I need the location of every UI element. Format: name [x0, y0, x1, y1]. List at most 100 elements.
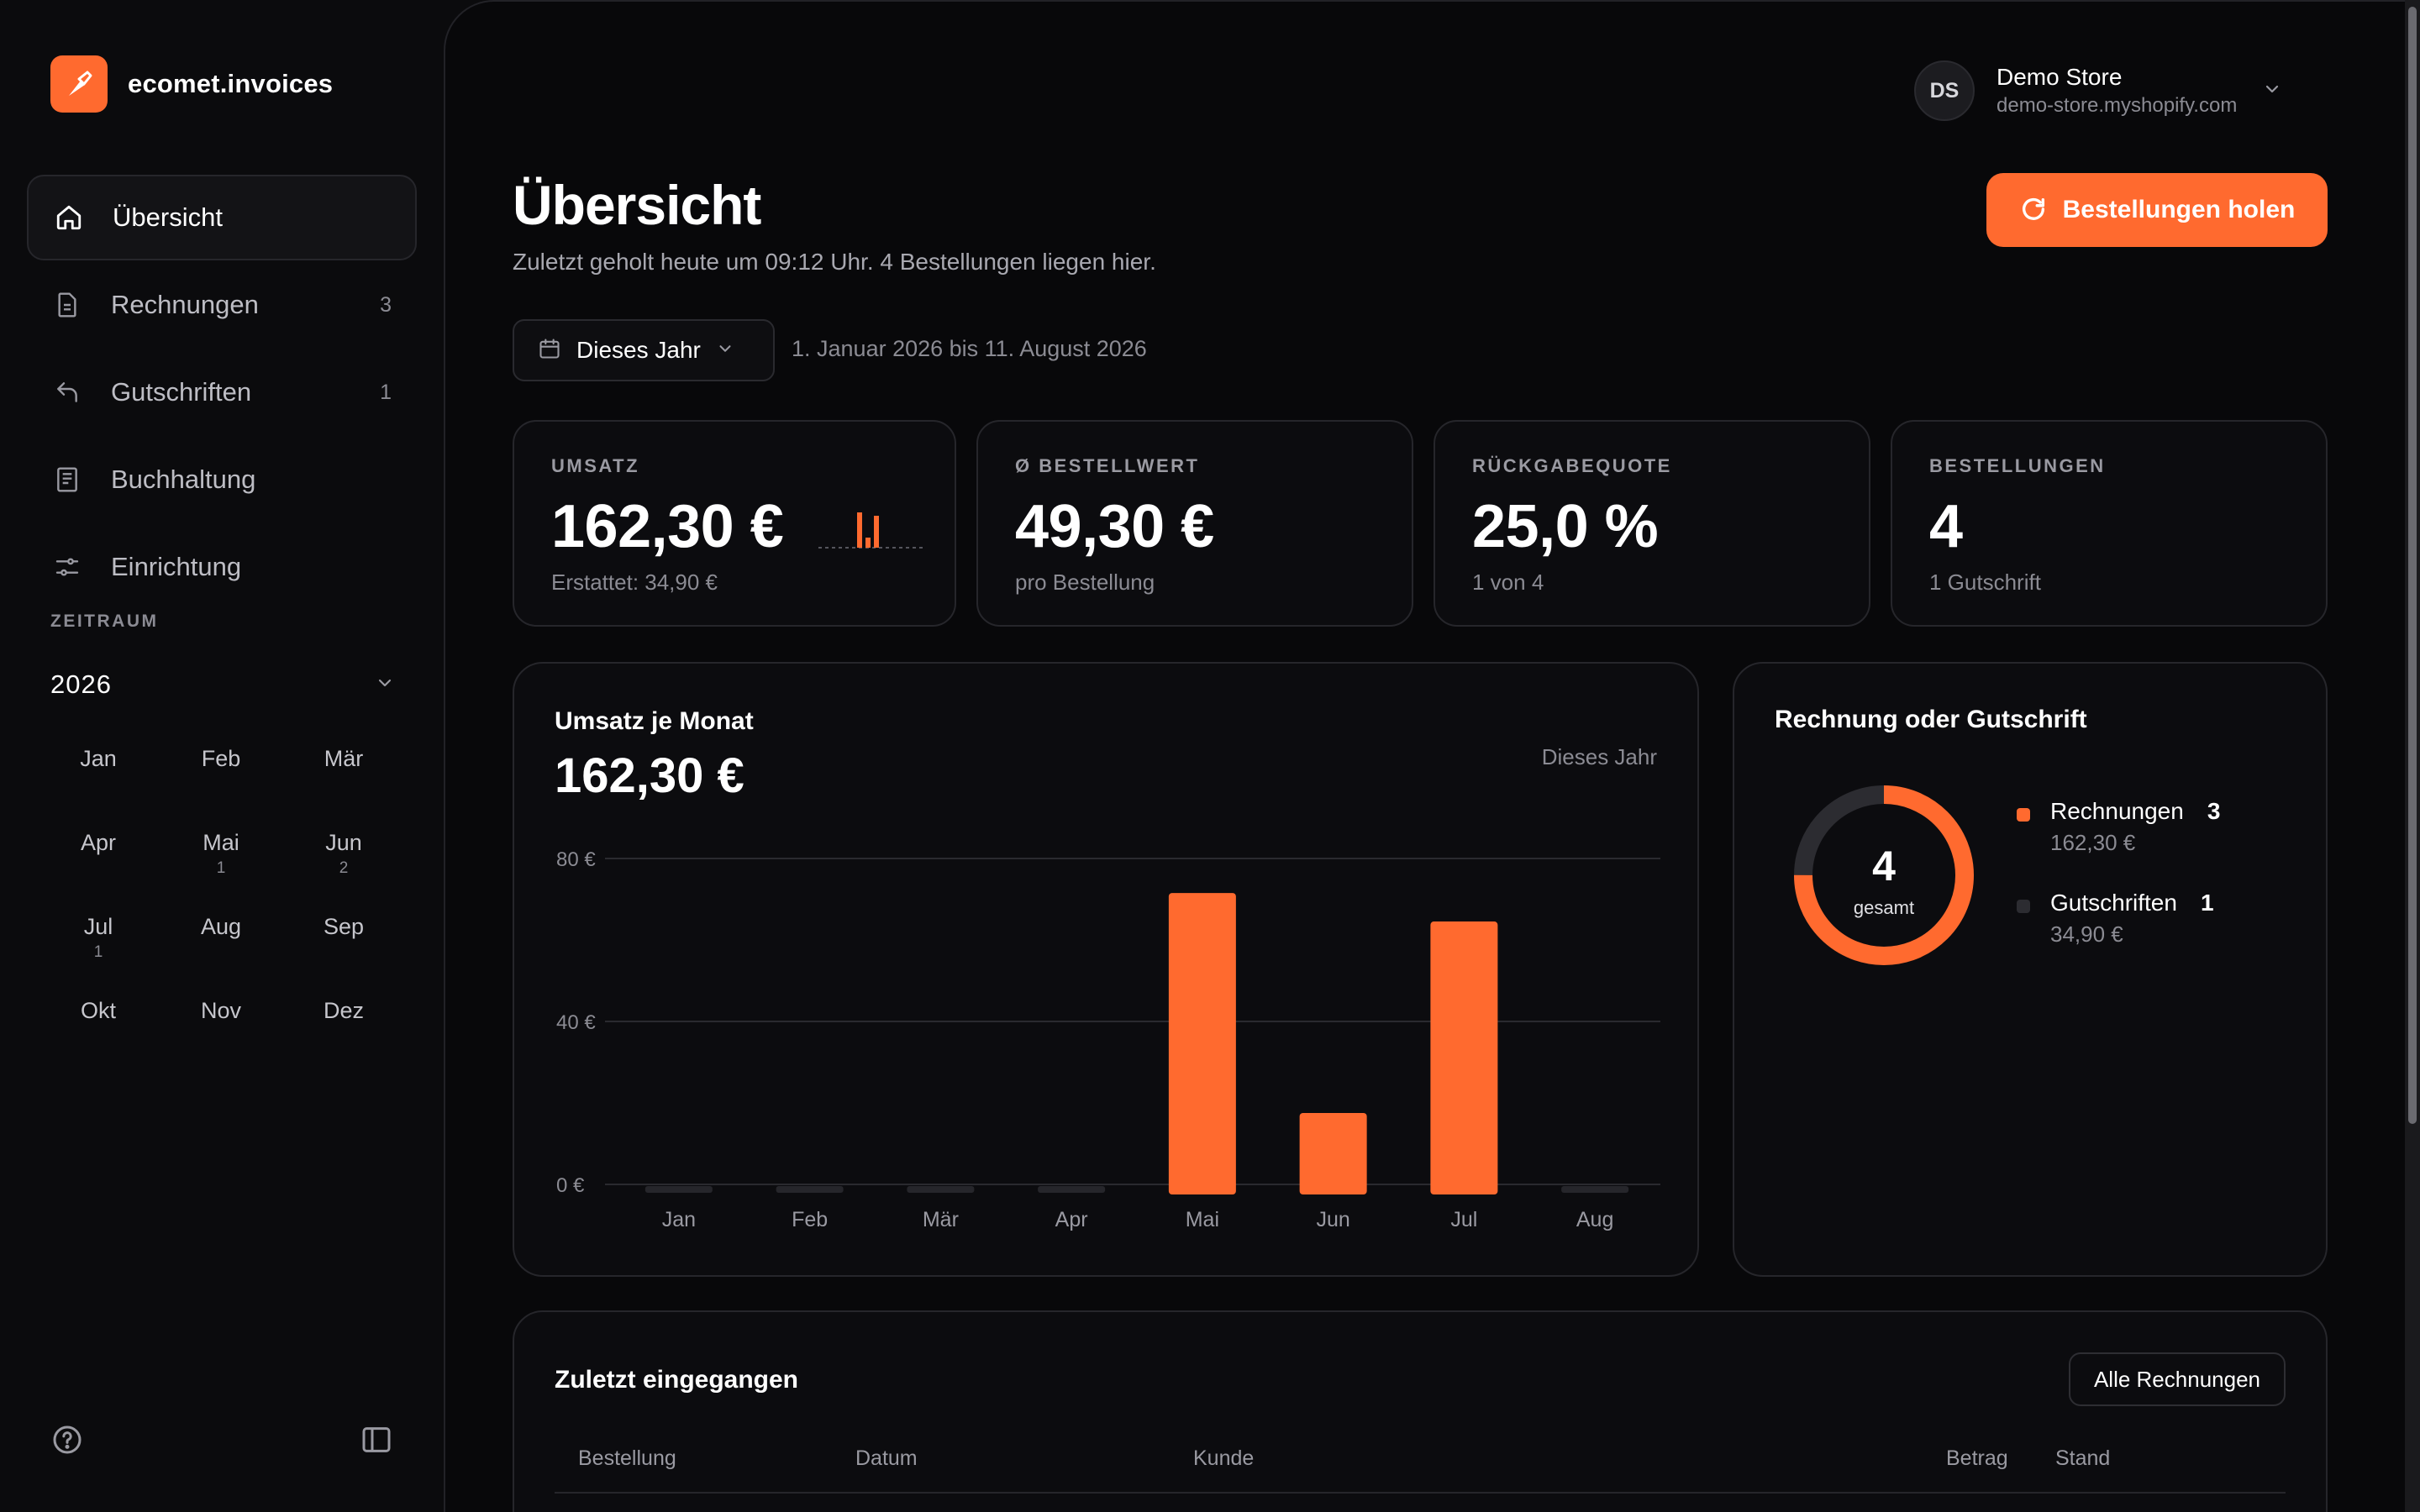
sidebar-item-rechnungen[interactable]: Rechnungen 3	[27, 262, 417, 348]
all-invoices-label: Alle Rechnungen	[2093, 1366, 2260, 1392]
month-apr[interactable]: Apr	[37, 813, 160, 897]
split-legend: Rechnungen 3 162,30 € Gutschriften 1 34,90…	[2017, 798, 2220, 981]
y-tick-label: 80 €	[556, 848, 596, 871]
calendar-icon	[538, 337, 561, 365]
year-select[interactable]: 2026	[50, 664, 395, 706]
kpi-value: 49,30 €	[1015, 493, 1214, 560]
sparkline-bar	[865, 538, 871, 548]
x-tick-label: Aug	[1576, 1208, 1613, 1231]
sidebar-item-label: Übersicht	[113, 202, 223, 232]
month-grid: Jan Feb Mär Apr Mai 1 Jun 2 Jul 1 Aug Sep O…	[37, 729, 407, 1065]
kpi-value: 4	[1929, 493, 1963, 560]
month-mai[interactable]: Mai 1	[160, 813, 282, 897]
kpi-label: Ø BESTELLWERT	[1015, 455, 1200, 476]
legend-count: 1	[2200, 890, 2214, 916]
brand[interactable]: ecomet.invoices	[50, 55, 333, 113]
month-label: Mai	[203, 830, 239, 855]
sidebar-item-label: Gutschriften	[111, 377, 252, 407]
x-tick-label: Jan	[662, 1208, 696, 1231]
sidebar-item-einrichtung[interactable]: Einrichtung	[27, 524, 417, 610]
month-nov[interactable]: Nov	[160, 981, 282, 1065]
brand-logo-icon	[50, 55, 108, 113]
sidebar-item-uebersicht[interactable]: Übersicht	[27, 175, 417, 260]
bar-mai	[1168, 893, 1236, 1194]
kpi-card-orders: BESTELLUNGEN 4 1 Gutschrift	[1891, 420, 2328, 627]
column-header-amount[interactable]: Betrag	[1946, 1446, 2008, 1470]
date-range-text: 1. Januar 2026 bis 11. August 2026	[792, 336, 1147, 361]
x-tick-label: Feb	[792, 1208, 828, 1231]
donut-segment-rechnungen	[1794, 785, 1974, 965]
sidebar: ecomet.invoices Übersicht Rechnungen 3 G…	[0, 0, 444, 1512]
store-domain: demo-store.myshopify.com	[1996, 94, 2238, 117]
revenue-bar-chart: 80 € 40 € 0 € Jan Feb Mär Apr Mai Jun Jul Aug	[556, 848, 1660, 1231]
fetch-orders-label: Bestellungen holen	[2062, 196, 2296, 223]
month-label: Jun	[325, 830, 362, 855]
sliders-icon	[52, 552, 82, 582]
page-subtitle: Zuletzt geholt heute um 09:12 Uhr. 4 Bes…	[513, 249, 1156, 275]
chevron-down-icon	[716, 339, 734, 362]
fetch-orders-button[interactable]: Bestellungen holen	[1986, 173, 2328, 247]
column-header-order[interactable]: Bestellung	[578, 1446, 676, 1470]
all-invoices-button[interactable]: Alle Rechnungen	[2068, 1352, 2286, 1406]
page-title: Übersicht	[513, 174, 761, 236]
chevron-down-icon	[375, 673, 395, 697]
revenue-sparkline	[818, 512, 926, 549]
month-label: Jan	[80, 746, 117, 771]
sidebar-item-gutschriften[interactable]: Gutschriften 1	[27, 349, 417, 435]
split-title: Rechnung oder Gutschrift	[1775, 706, 2087, 733]
month-count: 1	[216, 859, 226, 877]
month-sep[interactable]: Sep	[282, 897, 405, 981]
sidebar-item-label: Einrichtung	[111, 552, 242, 581]
bar-jan	[644, 1186, 713, 1193]
legend-amount: 34,90 €	[2050, 921, 2123, 947]
month-label: Nov	[200, 998, 241, 1023]
scrollbar-thumb[interactable]	[2408, 7, 2417, 1124]
month-label: Mär	[324, 746, 364, 771]
month-label: Sep	[323, 914, 365, 939]
month-jun[interactable]: Jun 2	[282, 813, 405, 897]
kpi-label: RÜCKGABEQUOTE	[1472, 455, 1672, 476]
scrollbar[interactable]	[2405, 0, 2420, 1512]
month-okt[interactable]: Okt	[37, 981, 160, 1065]
bar-jun	[1299, 1113, 1367, 1194]
kpi-label: BESTELLUNGEN	[1929, 455, 2106, 476]
store-switcher[interactable]: DS Demo Store demo-store.myshopify.com	[1914, 60, 2282, 121]
month-label: Apr	[80, 830, 117, 855]
month-dez[interactable]: Dez	[282, 981, 405, 1065]
kpi-sub: Erstattet: 34,90 €	[551, 570, 718, 595]
month-aug[interactable]: Aug	[160, 897, 282, 981]
refresh-icon	[2019, 195, 2048, 226]
column-header-date[interactable]: Datum	[855, 1446, 918, 1470]
period-section-label: ZEITRAUM	[50, 612, 159, 631]
date-range-label: Dieses Jahr	[576, 337, 701, 363]
x-tick-label: Jun	[1316, 1208, 1349, 1231]
toggle-sidebar-icon[interactable]	[360, 1423, 393, 1457]
month-label: Aug	[200, 914, 242, 939]
help-icon[interactable]	[50, 1423, 84, 1457]
recent-orders-card: Zuletzt eingegangen Alle Rechnungen Best…	[513, 1310, 2328, 1512]
column-header-status[interactable]: Stand	[2055, 1446, 2111, 1470]
kpi-card-revenue: UMSATZ 162,30 € Erstattet: 34,90 €	[513, 420, 956, 627]
bar-mär	[907, 1186, 975, 1193]
legend-item-gutschriften: Gutschriften 1 34,90 €	[2017, 890, 2220, 948]
year-value: 2026	[50, 669, 112, 699]
sidebar-item-buchhaltung[interactable]: Buchhaltung	[27, 437, 417, 522]
legend-name: Rechnungen	[2050, 798, 2184, 824]
kpi-value: 25,0 %	[1472, 493, 1659, 560]
month-label: Feb	[201, 746, 241, 771]
month-mar[interactable]: Mär	[282, 729, 405, 813]
legend-swatch	[2017, 808, 2030, 822]
month-jan[interactable]: Jan	[37, 729, 160, 813]
legend-item-rechnungen: Rechnungen 3 162,30 €	[2017, 798, 2220, 856]
bar-apr	[1038, 1186, 1106, 1193]
x-tick-label: Jul	[1450, 1208, 1477, 1231]
column-header-customer[interactable]: Kunde	[1193, 1446, 1255, 1470]
date-range-select[interactable]: Dieses Jahr	[513, 319, 775, 381]
y-tick-label: 40 €	[556, 1011, 596, 1034]
month-feb[interactable]: Feb	[160, 729, 282, 813]
sidebar-item-count: 3	[380, 292, 392, 317]
kpi-card-return-rate: RÜCKGABEQUOTE 25,0 % 1 von 4	[1434, 420, 1870, 627]
month-jul[interactable]: Jul 1	[37, 897, 160, 981]
month-label: Jul	[83, 914, 113, 939]
sidebar-nav: Übersicht Rechnungen 3 Gutschriften 1 Bu…	[27, 175, 417, 612]
